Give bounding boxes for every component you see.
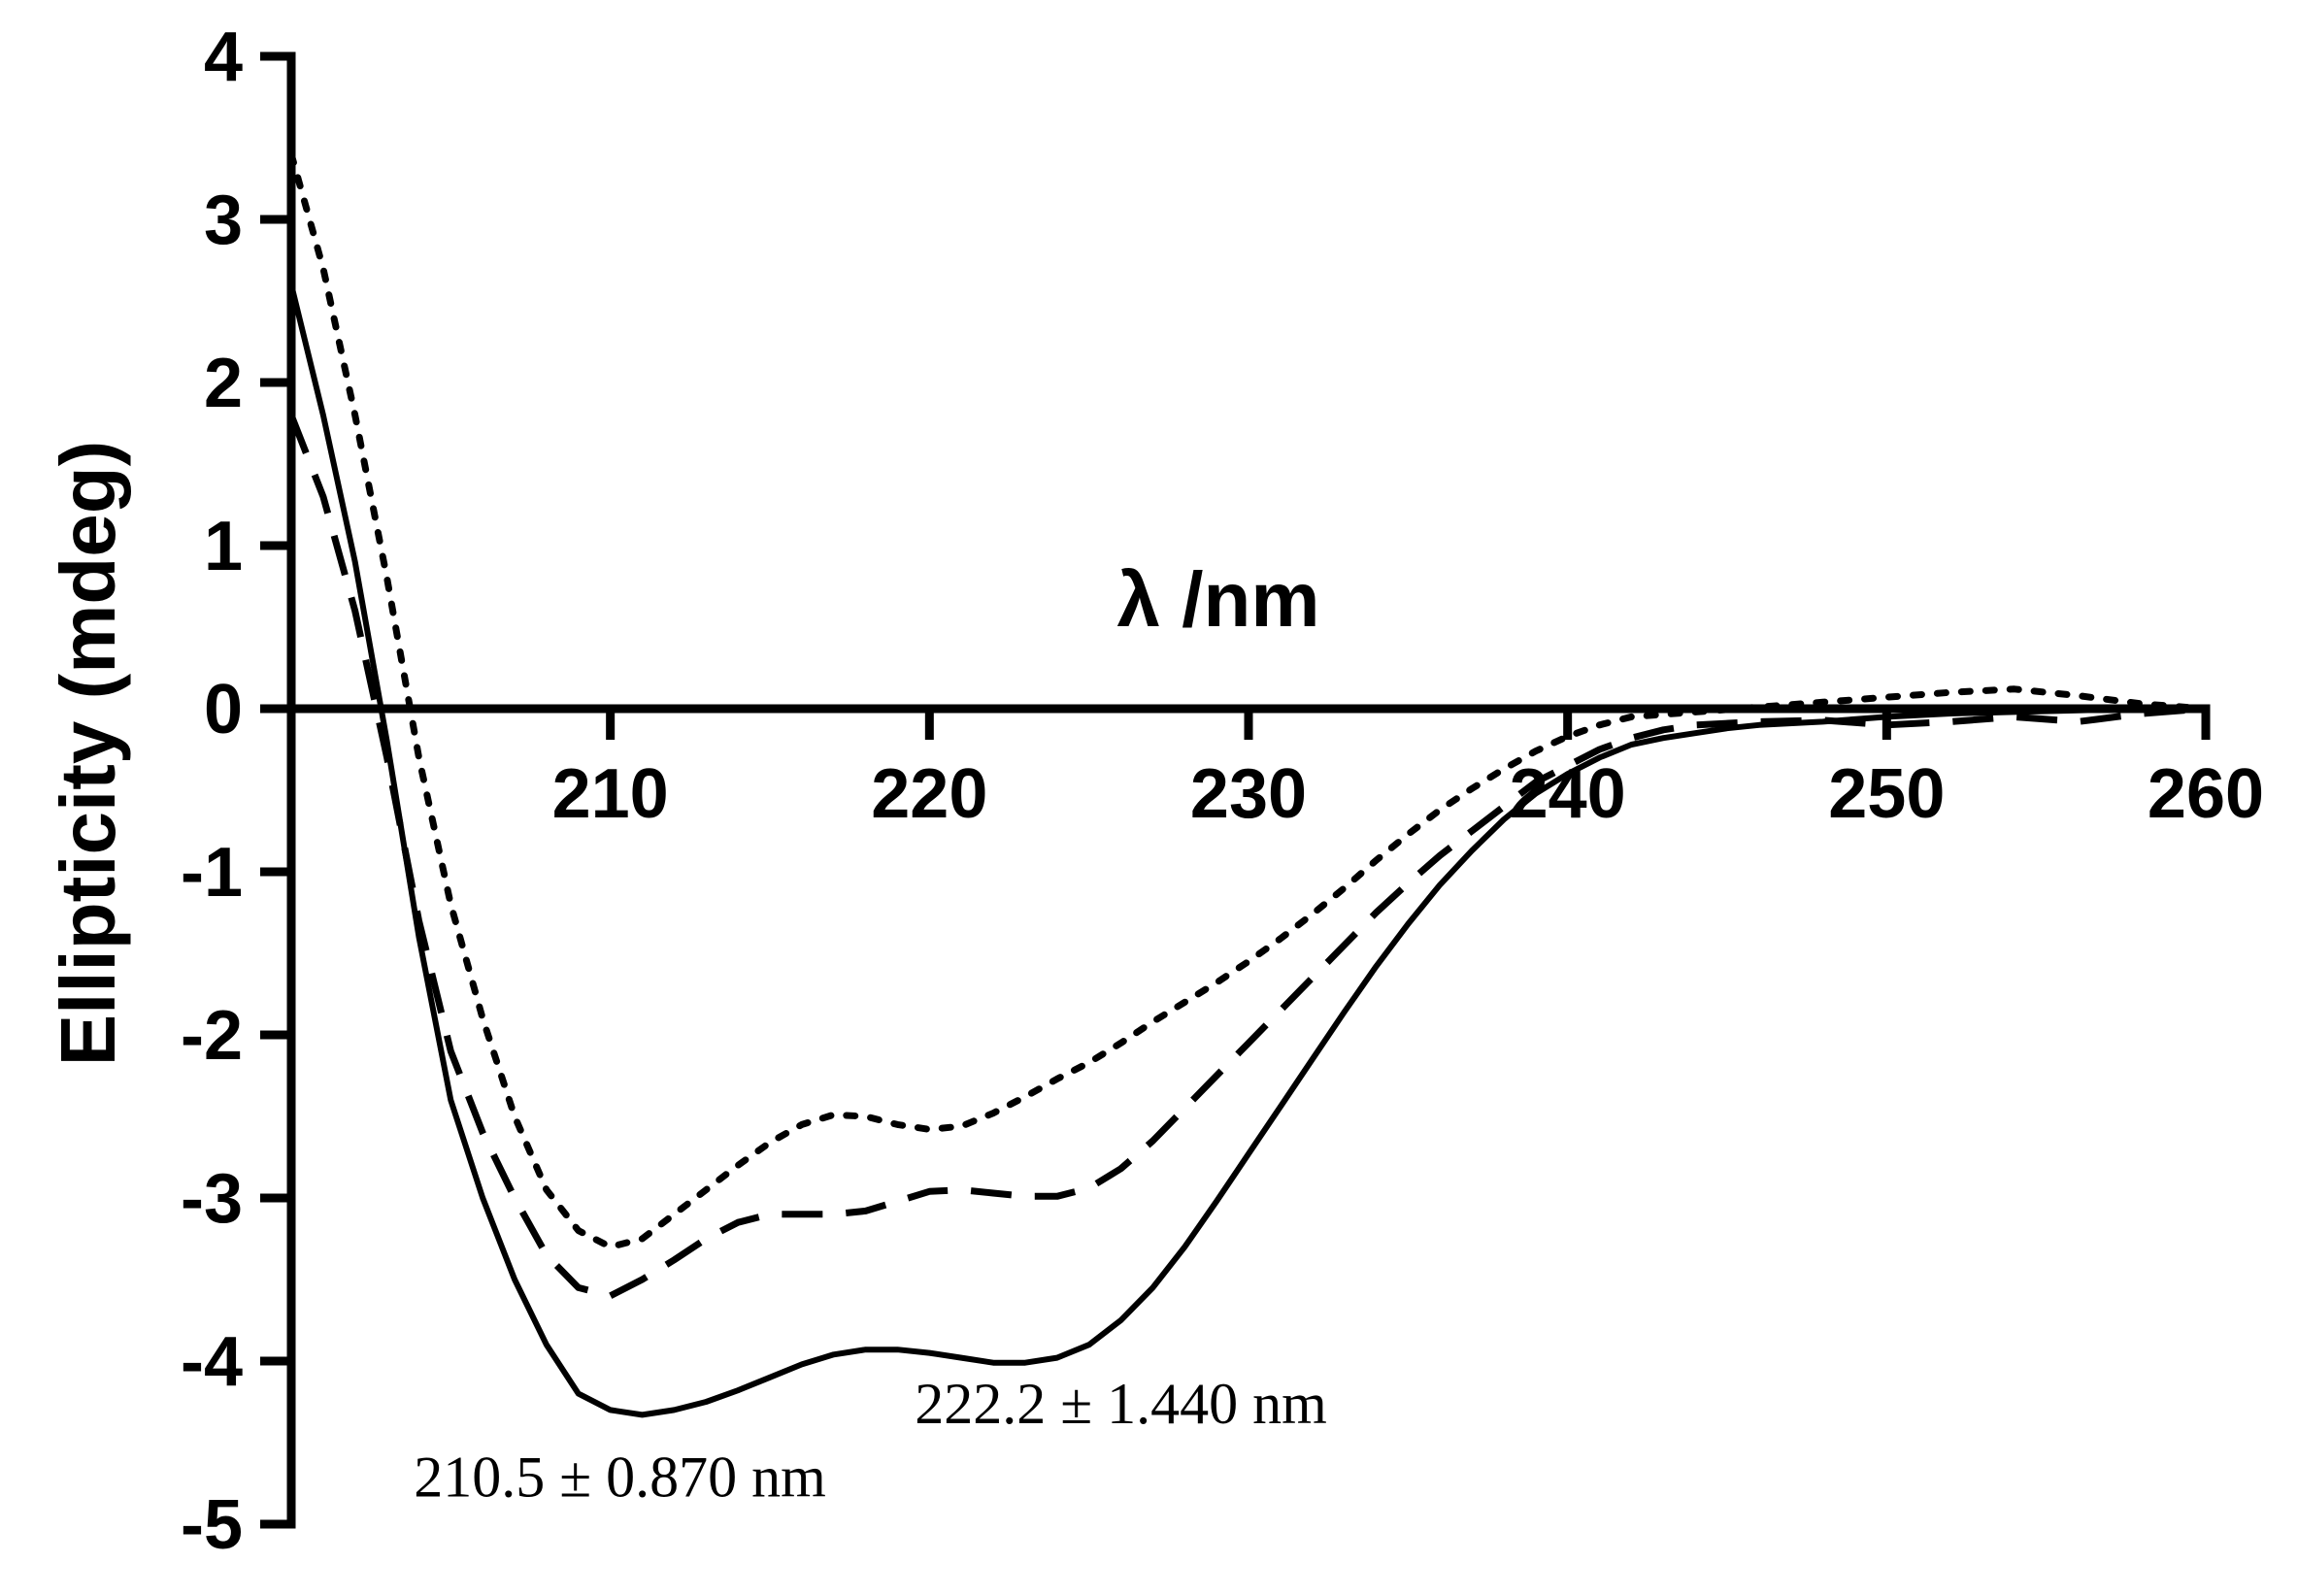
x-tick-label: 240 bbox=[1510, 755, 1626, 833]
y-tick-label: 4 bbox=[204, 18, 243, 96]
series-layer bbox=[287, 150, 2210, 1418]
x-axis-title: λ /nm bbox=[1117, 556, 1320, 643]
y-tick-label: -4 bbox=[181, 1323, 243, 1401]
y-tick-label: 3 bbox=[204, 182, 243, 259]
x-ticks: 210 220 230 240 250 260 bbox=[552, 707, 2264, 833]
x-tick-label: 250 bbox=[1828, 755, 1945, 833]
y-tick-label: -1 bbox=[181, 834, 243, 912]
series-line-dotted bbox=[287, 150, 2210, 1250]
y-tick-label: -5 bbox=[181, 1486, 243, 1564]
x-tick-label: 260 bbox=[2148, 755, 2264, 833]
y-tick-label: 1 bbox=[204, 508, 243, 585]
y-axis-title: Ellipticity (mdeg) bbox=[45, 441, 131, 1067]
y-ticks: 4 3 2 1 0 -1 -2 -3 -4 -5 bbox=[181, 18, 291, 1564]
y-tick-label: -2 bbox=[181, 997, 243, 1075]
series-line-dashed bbox=[287, 414, 2207, 1300]
peak-annotation: 210.5 ± 0.870 nm bbox=[414, 1445, 826, 1509]
x-tick-label: 220 bbox=[871, 755, 987, 833]
y-tick-label: 2 bbox=[204, 345, 243, 422]
x-tick-label: 210 bbox=[552, 755, 669, 833]
y-tick-label: 0 bbox=[204, 671, 243, 748]
x-tick-label: 230 bbox=[1190, 755, 1307, 833]
series-line-solid bbox=[288, 283, 2206, 1418]
peak-annotation: 222.2 ± 1.440 nm bbox=[915, 1372, 1327, 1436]
y-tick-label: -3 bbox=[181, 1160, 243, 1238]
annotations: 222.2 ± 1.440 nm 210.5 ± 0.870 nm bbox=[414, 1372, 1327, 1510]
